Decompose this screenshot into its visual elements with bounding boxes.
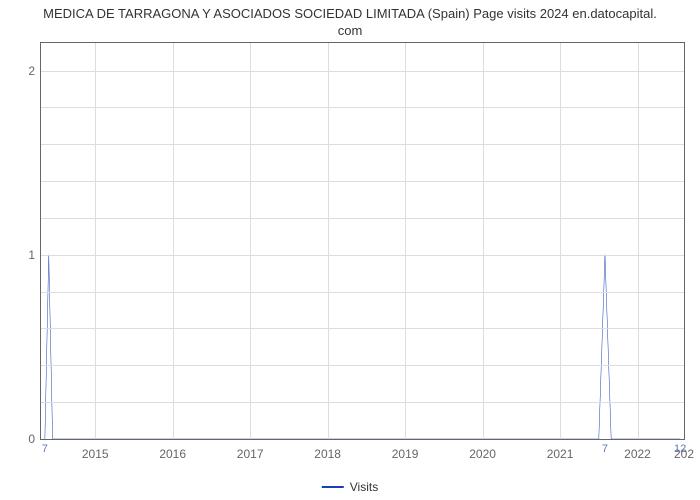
grid-v — [483, 43, 484, 439]
grid-v — [638, 43, 639, 439]
grid-h-minor — [41, 402, 684, 403]
grid-h-minor — [41, 328, 684, 329]
y-tick-label: 2 — [28, 64, 41, 78]
legend: Visits — [322, 480, 378, 494]
data-point-label: 7 — [602, 443, 608, 455]
data-point-label: 12 — [674, 443, 686, 455]
grid-h-minor — [41, 218, 684, 219]
title-line-2: com — [338, 23, 363, 38]
grid-v — [173, 43, 174, 439]
x-tick-label: 2020 — [469, 439, 496, 461]
plot-area: 0122015201620172018201920202021202220277… — [40, 42, 685, 440]
grid-h — [41, 71, 684, 72]
grid-v — [560, 43, 561, 439]
x-tick-label: 2019 — [392, 439, 419, 461]
title-line-1: MEDICA DE TARRAGONA Y ASOCIADOS SOCIEDAD… — [43, 6, 657, 21]
x-tick-label: 2015 — [82, 439, 109, 461]
x-tick-label: 2022 — [624, 439, 651, 461]
grid-v — [250, 43, 251, 439]
grid-h-minor — [41, 292, 684, 293]
grid-v — [95, 43, 96, 439]
grid-h-minor — [41, 107, 684, 108]
data-point-label: 7 — [42, 443, 48, 455]
grid-h-minor — [41, 365, 684, 366]
legend-label: Visits — [350, 480, 378, 494]
grid-h-minor — [41, 181, 684, 182]
x-tick-label: 2021 — [547, 439, 574, 461]
grid-v — [328, 43, 329, 439]
y-tick-label: 0 — [28, 432, 41, 446]
x-tick-label: 2016 — [159, 439, 186, 461]
x-tick-label: 2017 — [237, 439, 264, 461]
grid-v — [405, 43, 406, 439]
chart-title: MEDICA DE TARRAGONA Y ASOCIADOS SOCIEDAD… — [0, 0, 700, 40]
y-tick-label: 1 — [28, 248, 41, 262]
x-tick-label: 2018 — [314, 439, 341, 461]
grid-h-minor — [41, 144, 684, 145]
line-chart-svg — [41, 43, 684, 439]
visits-line — [45, 255, 680, 439]
chart-container: MEDICA DE TARRAGONA Y ASOCIADOS SOCIEDAD… — [0, 0, 700, 500]
legend-swatch — [322, 486, 344, 488]
grid-h — [41, 255, 684, 256]
